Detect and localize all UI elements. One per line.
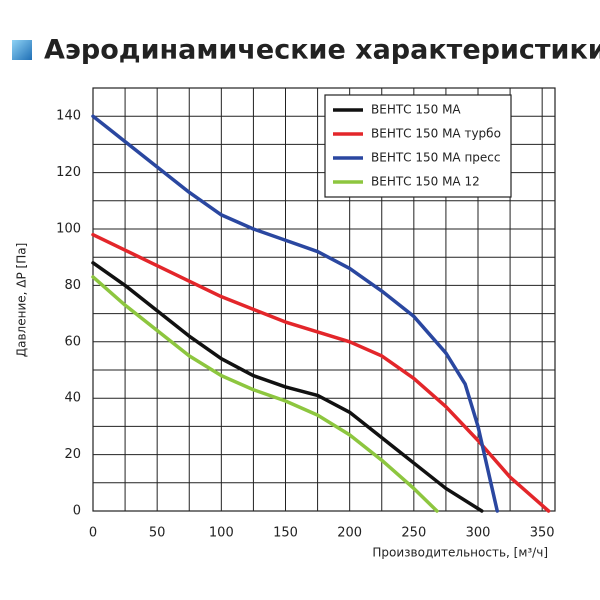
y-tick-label: 40 xyxy=(64,391,81,406)
x-tick-label: 0 xyxy=(89,526,97,541)
chart-title: Аэродинамические характеристики xyxy=(44,35,600,66)
series-line xyxy=(91,275,439,513)
x-tick-label: 200 xyxy=(337,526,362,541)
x-tick-label: 250 xyxy=(401,526,426,541)
title-icon xyxy=(12,40,32,60)
y-tick-label: 80 xyxy=(64,278,81,293)
y-tick-label: 120 xyxy=(56,165,81,180)
y-tick-label: 60 xyxy=(64,334,81,349)
legend-label: ВЕНТС 150 МА 12 xyxy=(371,175,480,189)
x-tick-label: 150 xyxy=(273,526,298,541)
series-line xyxy=(91,114,499,513)
y-tick-label: 0 xyxy=(73,504,81,519)
x-tick-label: 100 xyxy=(209,526,234,541)
y-axis-label: Давление, ΔP [Па] xyxy=(15,243,29,358)
legend-label: ВЕНТС 150 МА xyxy=(371,103,461,117)
legend-label: ВЕНТС 150 МА пресс xyxy=(371,151,501,165)
x-tick-label: 50 xyxy=(149,526,166,541)
y-tick-label: 140 xyxy=(56,109,81,124)
series-line xyxy=(91,232,551,513)
x-tick-label: 300 xyxy=(466,526,491,541)
x-axis-label: Производительность, [м³/ч] xyxy=(372,546,548,560)
legend-label: ВЕНТС 150 МА турбо xyxy=(371,127,501,141)
y-tick-label: 100 xyxy=(56,222,81,237)
y-tick-label: 20 xyxy=(64,447,81,462)
legend-box xyxy=(324,94,512,198)
series-line xyxy=(91,261,484,513)
x-tick-label: 350 xyxy=(530,526,555,541)
